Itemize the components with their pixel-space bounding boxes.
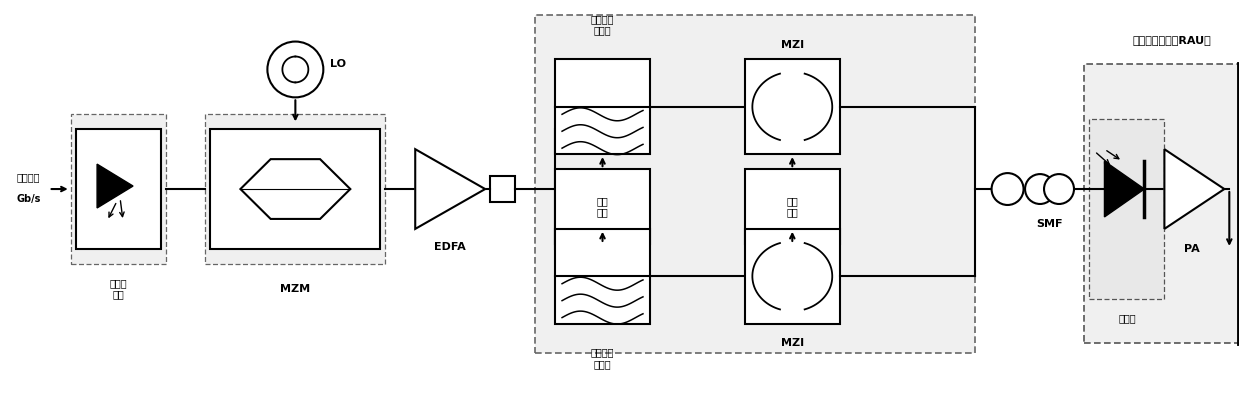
Bar	[1090, 119, 1164, 299]
Text: 直调激
光器: 直调激 光器	[109, 278, 126, 300]
Text: PA: PA	[1184, 244, 1200, 254]
Text: LO: LO	[330, 59, 346, 69]
Bar	[211, 129, 381, 249]
Circle shape	[1025, 174, 1055, 204]
Text: 远端天线单元（RAU）: 远端天线单元（RAU）	[1132, 35, 1211, 45]
Bar	[206, 114, 386, 264]
Text: 可调谐光
滤波器: 可调谐光 滤波器	[590, 348, 614, 369]
Bar	[76, 129, 160, 249]
Text: Gb/s: Gb/s	[16, 194, 41, 204]
Text: 可调谐光
滤波器: 可调谐光 滤波器	[590, 14, 614, 36]
Bar	[71, 114, 165, 264]
Text: MZM: MZM	[280, 284, 310, 294]
Bar	[556, 169, 650, 244]
Polygon shape	[415, 149, 485, 229]
Bar	[536, 15, 975, 354]
Bar	[556, 229, 650, 324]
Bar	[1085, 65, 1239, 344]
Text: 探测器: 探测器	[1118, 314, 1136, 324]
Bar	[745, 59, 839, 154]
Text: 驱动
电压: 驱动 电压	[596, 196, 609, 217]
Bar	[745, 169, 839, 244]
Text: 基带数据: 基带数据	[17, 172, 41, 182]
Text: MZI: MZI	[781, 338, 804, 348]
Polygon shape	[1105, 161, 1145, 217]
Bar	[556, 59, 650, 154]
Text: MZI: MZI	[781, 40, 804, 49]
Bar	[745, 229, 839, 324]
Circle shape	[268, 41, 324, 97]
Text: 控制
序列: 控制 序列	[786, 196, 799, 217]
Text: EDFA: EDFA	[434, 242, 466, 252]
Circle shape	[992, 173, 1023, 205]
Text: SMF: SMF	[1037, 219, 1063, 229]
Polygon shape	[1164, 149, 1224, 229]
Circle shape	[1044, 174, 1074, 204]
Polygon shape	[97, 164, 133, 208]
Bar	[490, 176, 515, 202]
